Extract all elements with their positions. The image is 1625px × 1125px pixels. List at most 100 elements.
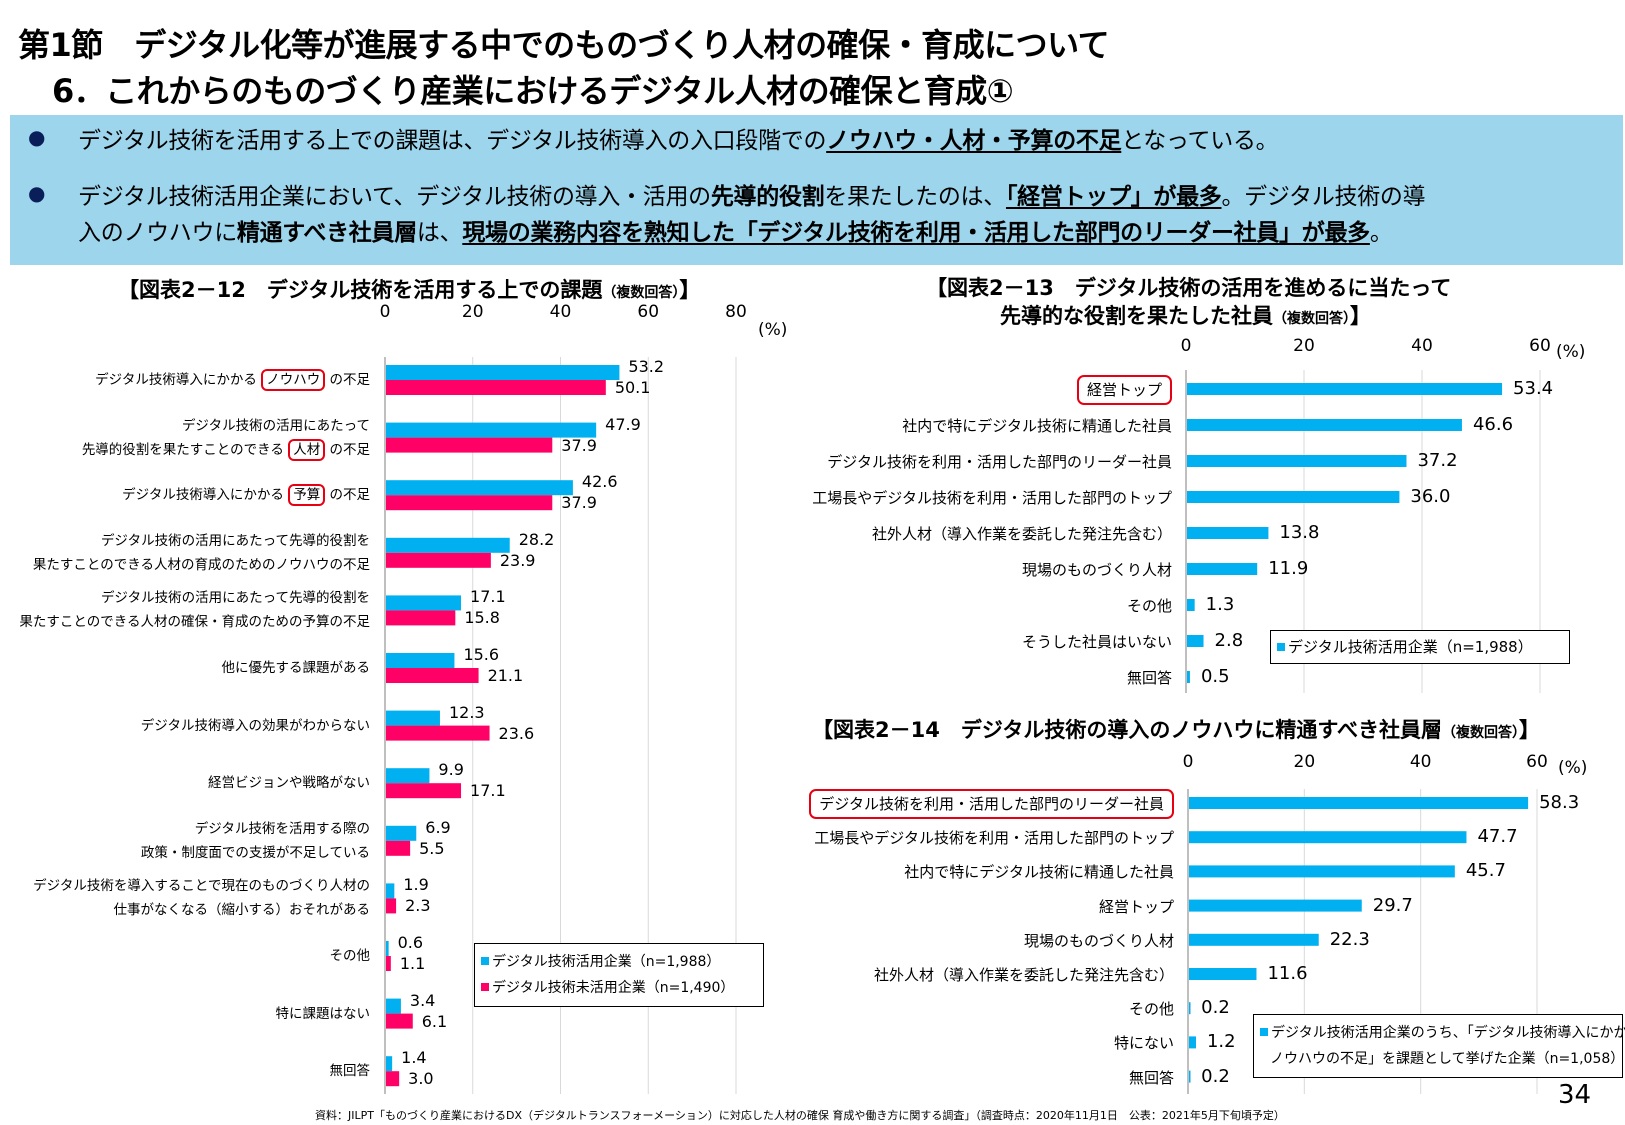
data-label: 1.4 xyxy=(401,1048,427,1068)
category-label: デジタル技術の活用にあたって先導的役割を果たすことのできる人材の確保・育成のため… xyxy=(19,586,370,634)
bar xyxy=(1187,455,1407,467)
bar xyxy=(1189,933,1319,946)
label-text: 政策・制度面での支援が不足している xyxy=(140,844,370,861)
category-label: 他に優先する課題がある xyxy=(222,656,371,680)
data-label: 1.2 xyxy=(1206,1031,1236,1053)
category-label-line: 経営ビジョンや戦略がない xyxy=(208,771,370,795)
summary-text: を果たしたのは、 xyxy=(824,184,1006,210)
label-text: デジタル技術導入の効果がわからない xyxy=(140,717,370,734)
data-label: 3.0 xyxy=(408,1069,434,1089)
category-label: 無回答 xyxy=(330,1059,371,1083)
emphasis-text: 先導的役割 xyxy=(710,184,825,210)
legend-swatch xyxy=(1277,643,1285,651)
data-label: 0.2 xyxy=(1201,1065,1230,1087)
legend-item: デジタル技術活用企業（n=1,988） xyxy=(481,949,757,975)
bar xyxy=(386,710,440,726)
summary-text: 。 xyxy=(1369,220,1393,246)
category-label-line: 果たすことのできる人材の確保・育成のための予算の不足 xyxy=(19,610,370,634)
category-label-line: 先導的役割を果たすことのできる 人材 の不足 xyxy=(82,438,370,462)
category-label-line: デジタル技術の活用にあたって xyxy=(82,414,370,438)
unit-label: (%) xyxy=(1558,758,1588,778)
data-label: 46.6 xyxy=(1472,414,1514,435)
bar xyxy=(1189,1036,1196,1049)
x-tick-label: 40 xyxy=(549,302,572,322)
category-label-line: デジタル技術の活用にあたって先導的役割を xyxy=(19,586,370,610)
bar xyxy=(386,537,510,553)
category-label: 社内で特にデジタル技術に精通した社員 xyxy=(902,415,1172,436)
data-label: 21.1 xyxy=(487,666,524,685)
data-label: 5.5 xyxy=(419,838,445,858)
category-label: 社外人材（導入作業を委託した発注先含む） xyxy=(874,964,1174,985)
data-label: 22.3 xyxy=(1329,928,1370,950)
data-label: 45.7 xyxy=(1465,860,1506,882)
bar xyxy=(1187,491,1400,503)
category-label: その他 xyxy=(330,944,371,968)
data-label: 1.1 xyxy=(399,954,426,973)
label-text: 社内で特にデジタル技術に精通した社員 xyxy=(904,863,1174,882)
data-label: 37.9 xyxy=(561,493,597,513)
bar xyxy=(386,956,391,971)
summary-text: デジタル技術活用企業において、デジタル技術の導入・活用の xyxy=(78,184,711,210)
x-tick-label: 40 xyxy=(1411,336,1433,356)
category-label: 工場長やデジタル技術を利用・活用した部門のトップ xyxy=(814,827,1174,848)
label-text: 経営トップ xyxy=(1098,897,1174,916)
chart-title: 【図表2－14 デジタル技術の導入のノウハウに精通すべき社員層（複数回答）】 xyxy=(812,718,1540,742)
bar xyxy=(386,668,479,683)
category-label-line: 果たすことのできる人材の育成のためのノウハウの不足 xyxy=(33,553,370,577)
label-text: その他 xyxy=(1128,1000,1174,1019)
legend-swatch xyxy=(481,957,489,965)
label-text: の不足 xyxy=(325,487,370,504)
summary-text: 。デジタル技術の導 xyxy=(1221,184,1426,210)
highlight-box: 経営トップ xyxy=(1076,375,1172,405)
label-text: デジタル技術を導入することで現在のものづくり人材の xyxy=(33,878,370,895)
category-label: デジタル技術導入の効果がわからない xyxy=(141,714,370,738)
source-note: 資料：JILPT「ものづくり産業におけるDX（デジタルトランスフォーメーション）… xyxy=(315,1109,1285,1122)
label-text: の不足 xyxy=(325,441,370,458)
data-label: 28.2 xyxy=(518,529,555,549)
bar xyxy=(386,1071,400,1087)
label-text: 工場長やデジタル技術を利用・活用した部門のトップ xyxy=(814,829,1174,848)
bar xyxy=(386,883,395,899)
bar xyxy=(1189,899,1362,912)
category-label-line: デジタル技術導入にかかる 予算 の不足 xyxy=(122,483,370,507)
data-label: 50.1 xyxy=(614,378,651,397)
category-label-line: デジタル技術を導入することで現在のものづくり人材の xyxy=(33,874,370,898)
data-label: 37.9 xyxy=(561,435,597,455)
data-label: 6.9 xyxy=(425,817,451,837)
category-label: 現場のものづくり人材 xyxy=(1022,559,1172,580)
x-tick-label: 60 xyxy=(1529,336,1551,356)
summary-bullet-2: デジタル技術活用企業において、デジタル技術の導入・活用の先導的役割を果たしたのは… xyxy=(78,177,1426,211)
category-label: デジタル技術導入にかかる ノウハウ の不足 xyxy=(95,368,370,392)
bar xyxy=(386,422,597,438)
data-label: 11.6 xyxy=(1267,963,1308,984)
bar xyxy=(386,825,417,841)
data-label: 53.2 xyxy=(628,357,665,376)
category-label: その他 xyxy=(1129,998,1174,1019)
data-label: 17.1 xyxy=(470,587,506,607)
category-label: 現場のものづくり人材 xyxy=(1024,930,1174,951)
bar xyxy=(1189,831,1467,844)
bar xyxy=(386,365,620,380)
data-label: 0.2 xyxy=(1201,997,1230,1019)
label-text: デジタル技術を活用する際の xyxy=(194,820,370,837)
bar xyxy=(386,725,490,741)
label-text: デジタル技術の活用にあたって先導的役割を xyxy=(100,590,370,607)
x-tick-label: 0 xyxy=(1180,336,1192,356)
x-tick-label: 20 xyxy=(1293,336,1315,356)
data-label: 0.6 xyxy=(397,933,424,952)
legend-swatch xyxy=(1260,1028,1268,1036)
label-text: 特に課題はない xyxy=(275,1005,371,1022)
label-text: の不足 xyxy=(325,372,370,388)
bar xyxy=(386,1056,393,1072)
bar xyxy=(1187,599,1195,611)
chart-legend: デジタル技術活用企業（n=1,988） xyxy=(1270,630,1570,664)
bar xyxy=(1189,968,1257,980)
label-text: デジタル技術の活用にあたって先導的役割を xyxy=(100,532,370,549)
chart-title-line2: 先導的な役割を果たした社員（複数回答）】 xyxy=(1000,304,1371,328)
chart-legend: デジタル技術活用企業のうち、「デジタル技術導入にかかる ノウハウの不足」を課題とし… xyxy=(1253,1014,1625,1078)
label-text: デジタル技術導入にかかる xyxy=(122,487,289,504)
bar xyxy=(386,610,456,626)
data-label: 36.0 xyxy=(1410,486,1451,507)
label-text: 現場のものづくり人材 xyxy=(1023,931,1174,950)
